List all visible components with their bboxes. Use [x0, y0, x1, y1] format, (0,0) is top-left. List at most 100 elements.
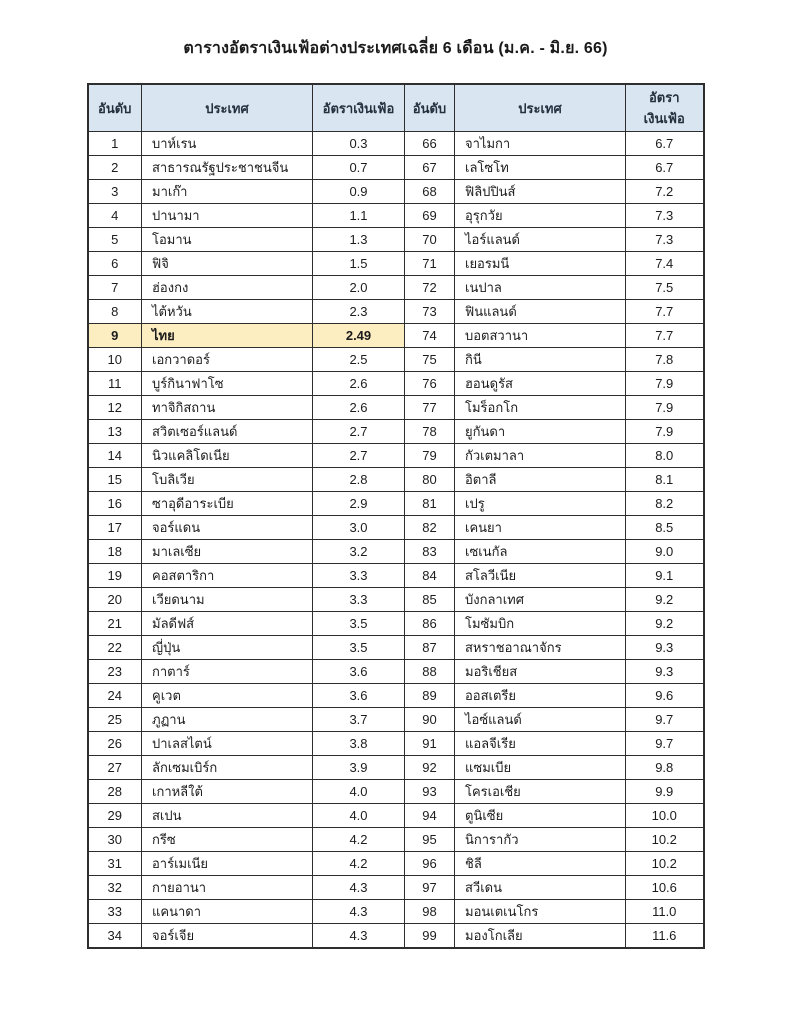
- country-cell-left: ไทย: [141, 323, 313, 348]
- rate-cell-right: 11.0: [625, 899, 704, 924]
- country-cell-right: บอตสวานา: [454, 323, 626, 348]
- header-rank-right: อันดับ: [404, 83, 455, 132]
- rate-cell-left: 4.0: [312, 779, 405, 804]
- rank-cell-left: 6: [87, 251, 142, 276]
- country-cell-left: มัลดีฟส์: [141, 611, 313, 636]
- table-row: 12 ทาจิกิสถาน 2.6 77 โมร็อกโก 7.9: [87, 395, 704, 420]
- country-cell-right: ยูกันดา: [454, 419, 626, 444]
- rank-cell-right: 71: [404, 251, 455, 276]
- rank-cell-right: 97: [404, 875, 455, 900]
- rank-cell-left: 21: [87, 611, 142, 636]
- rank-cell-left: 14: [87, 443, 142, 468]
- rate-cell-left: 4.0: [312, 803, 405, 828]
- rank-cell-left: 19: [87, 563, 142, 588]
- rate-cell-left: 2.49: [312, 323, 405, 348]
- country-cell-right: บังกลาเทศ: [454, 587, 626, 612]
- rate-cell-right: 8.0: [625, 443, 704, 468]
- rate-cell-right: 8.2: [625, 491, 704, 516]
- rank-cell-right: 95: [404, 827, 455, 852]
- country-cell-left: ซาอุดีอาระเบีย: [141, 491, 313, 516]
- rank-cell-left: 22: [87, 635, 142, 660]
- table-row: 26 ปาเลสไตน์ 3.8 91 แอลจีเรีย 9.7: [87, 731, 704, 756]
- rate-cell-left: 1.5: [312, 251, 405, 276]
- table-row: 19 คอสตาริกา 3.3 84 สโลวีเนีย 9.1: [87, 563, 704, 588]
- country-cell-left: คูเวต: [141, 683, 313, 708]
- table-row: 3 มาเก๊า 0.9 68 ฟิลิปปินส์ 7.2: [87, 179, 704, 204]
- country-cell-right: สโลวีเนีย: [454, 563, 626, 588]
- rank-cell-left: 20: [87, 587, 142, 612]
- country-cell-right: สวีเดน: [454, 875, 626, 900]
- table-header: อันดับ ประเทศ อัตราเงินเฟ้อ อันดับ ประเท…: [87, 83, 704, 132]
- table-row: 23 กาตาร์ 3.6 88 มอริเชียส 9.3: [87, 659, 704, 684]
- rate-cell-left: 1.1: [312, 203, 405, 228]
- header-rate-right: อัตราเงินเฟ้อ: [625, 83, 704, 132]
- rate-cell-left: 2.6: [312, 371, 405, 396]
- rate-cell-left: 2.8: [312, 467, 405, 492]
- rate-cell-left: 3.6: [312, 683, 405, 708]
- rate-cell-right: 7.3: [625, 203, 704, 228]
- rate-cell-left: 4.2: [312, 851, 405, 876]
- table-row: 7 ฮ่องกง 2.0 72 เนปาล 7.5: [87, 275, 704, 300]
- table-row: 25 ภูฏาน 3.7 90 ไอซ์แลนด์ 9.7: [87, 707, 704, 732]
- country-cell-left: ปานามา: [141, 203, 313, 228]
- country-cell-right: แซมเบีย: [454, 755, 626, 780]
- rate-cell-right: 11.6: [625, 923, 704, 949]
- rank-cell-left: 12: [87, 395, 142, 420]
- rank-cell-left: 26: [87, 731, 142, 756]
- country-cell-right: ไอร์แลนด์: [454, 227, 626, 252]
- rank-cell-left: 10: [87, 347, 142, 372]
- country-cell-right: ฟิลิปปินส์: [454, 179, 626, 204]
- rate-cell-right: 7.2: [625, 179, 704, 204]
- rank-cell-right: 69: [404, 203, 455, 228]
- rank-cell-right: 94: [404, 803, 455, 828]
- rate-cell-right: 10.6: [625, 875, 704, 900]
- header-rank-left: อันดับ: [87, 83, 142, 132]
- country-cell-left: ไต้หวัน: [141, 299, 313, 324]
- rate-cell-right: 7.9: [625, 371, 704, 396]
- country-cell-right: เปรู: [454, 491, 626, 516]
- rank-cell-right: 96: [404, 851, 455, 876]
- table-row: 28 เกาหลีใต้ 4.0 93 โครเอเชีย 9.9: [87, 779, 704, 804]
- rate-cell-left: 2.9: [312, 491, 405, 516]
- table-row: 13 สวิตเซอร์แลนด์ 2.7 78 ยูกันดา 7.9: [87, 419, 704, 444]
- table-row: 32 กายอานา 4.3 97 สวีเดน 10.6: [87, 875, 704, 900]
- table-row: 24 คูเวต 3.6 89 ออสเตรีย 9.6: [87, 683, 704, 708]
- rank-cell-left: 15: [87, 467, 142, 492]
- rate-cell-right: 10.2: [625, 851, 704, 876]
- rate-cell-left: 3.7: [312, 707, 405, 732]
- country-cell-left: กรีซ: [141, 827, 313, 852]
- rank-cell-right: 73: [404, 299, 455, 324]
- rate-cell-right: 9.6: [625, 683, 704, 708]
- rank-cell-left: 4: [87, 203, 142, 228]
- country-cell-left: จอร์เจีย: [141, 923, 313, 949]
- rate-cell-left: 4.3: [312, 923, 405, 949]
- rate-cell-right: 9.2: [625, 611, 704, 636]
- rate-cell-left: 3.3: [312, 563, 405, 588]
- rate-cell-right: 10.0: [625, 803, 704, 828]
- country-cell-right: เยอรมนี: [454, 251, 626, 276]
- rate-cell-right: 6.7: [625, 131, 704, 156]
- table-body: 1 บาห์เรน 0.3 66 จาไมกา 6.7 2 สาธารณรัฐประชาชนจ…: [87, 131, 704, 949]
- header-country-left: ประเทศ: [141, 83, 313, 132]
- country-cell-right: สหราชอาณาจักร: [454, 635, 626, 660]
- rate-cell-left: 3.5: [312, 611, 405, 636]
- country-cell-left: โอมาน: [141, 227, 313, 252]
- rate-cell-left: 3.2: [312, 539, 405, 564]
- table-row: 16 ซาอุดีอาระเบีย 2.9 81 เปรู 8.2: [87, 491, 704, 516]
- country-cell-left: ฟิจิ: [141, 251, 313, 276]
- inflation-table: อันดับ ประเทศ อัตราเงินเฟ้อ อันดับ ประเท…: [86, 83, 705, 949]
- rank-cell-right: 93: [404, 779, 455, 804]
- rank-cell-left: 32: [87, 875, 142, 900]
- rate-cell-right: 8.1: [625, 467, 704, 492]
- rank-cell-right: 84: [404, 563, 455, 588]
- country-cell-right: จาไมกา: [454, 131, 626, 156]
- rank-cell-right: 98: [404, 899, 455, 924]
- table-row: 20 เวียดนาม 3.3 85 บังกลาเทศ 9.2: [87, 587, 704, 612]
- rate-cell-right: 7.3: [625, 227, 704, 252]
- rank-cell-left: 30: [87, 827, 142, 852]
- rate-cell-right: 7.7: [625, 299, 704, 324]
- country-cell-left: ฮ่องกง: [141, 275, 313, 300]
- table-row: 9 ไทย 2.49 74 บอตสวานา 7.7: [87, 323, 704, 348]
- table-row: 30 กรีซ 4.2 95 นิการากัว 10.2: [87, 827, 704, 852]
- rate-cell-left: 2.3: [312, 299, 405, 324]
